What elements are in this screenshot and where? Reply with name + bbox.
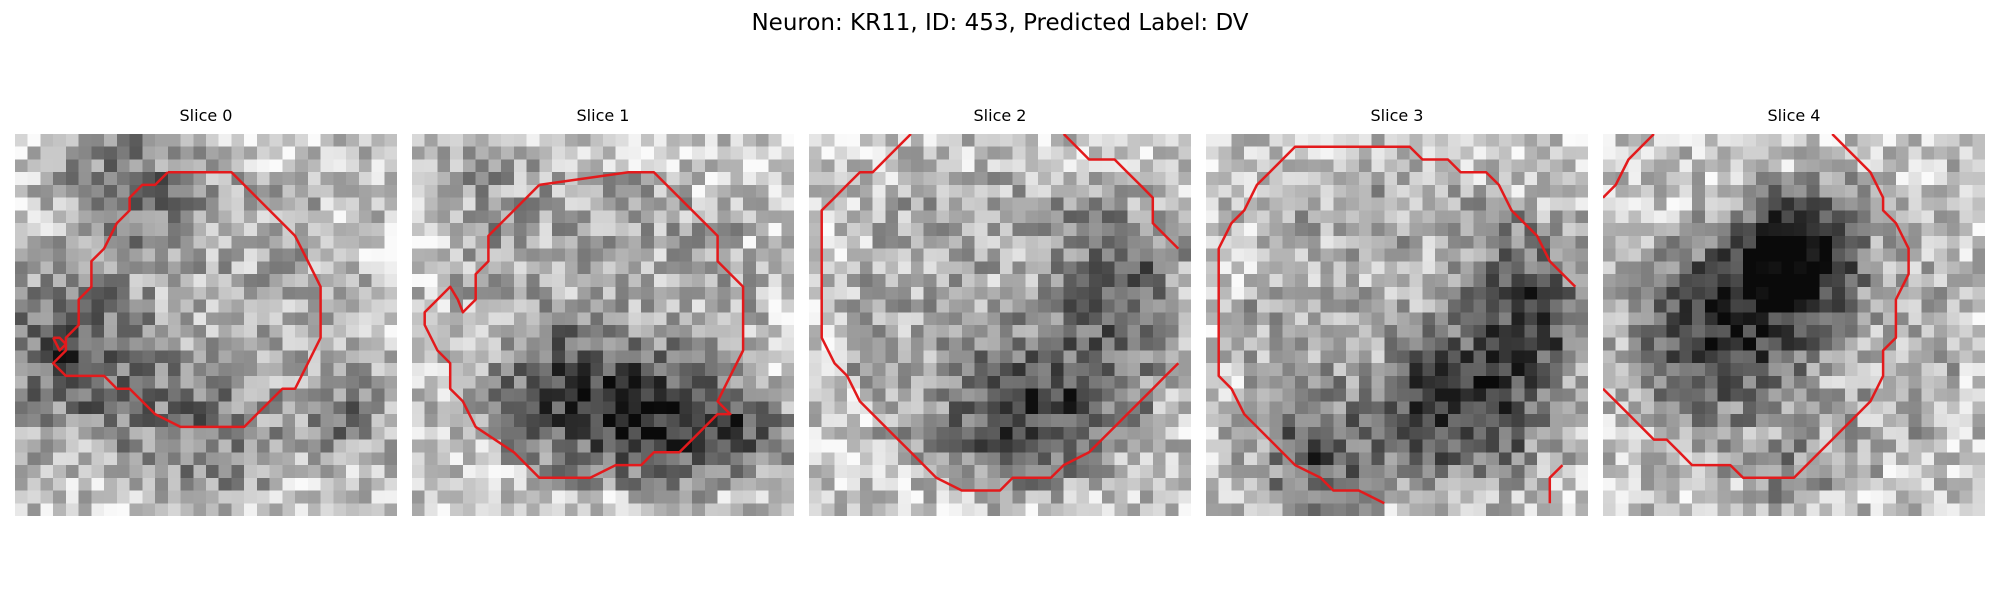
slice-title: Slice 4 bbox=[1767, 106, 1821, 125]
contour-line bbox=[1548, 464, 1564, 504]
grayscale-pixel-grid bbox=[1603, 134, 1985, 516]
slice-image bbox=[1206, 134, 1588, 516]
contour-line bbox=[1281, 145, 1577, 288]
contour-line bbox=[1062, 134, 1180, 250]
contour-line bbox=[820, 134, 1180, 492]
slice-title: Slice 3 bbox=[1370, 106, 1424, 125]
slice-title: Slice 0 bbox=[179, 106, 233, 125]
slice-title: Slice 1 bbox=[576, 106, 630, 125]
slice-image bbox=[1603, 134, 1985, 516]
slice-image bbox=[809, 134, 1191, 516]
grayscale-pixel-grid bbox=[15, 134, 397, 516]
grayscale-pixel-grid bbox=[412, 134, 794, 516]
grayscale-pixel-grid bbox=[809, 134, 1191, 516]
contour-line bbox=[52, 336, 68, 352]
contour-line bbox=[423, 170, 745, 480]
slice-image bbox=[15, 134, 397, 516]
figure-title: Neuron: KR11, ID: 453, Predicted Label: … bbox=[751, 10, 1249, 36]
slice-image bbox=[412, 134, 794, 516]
contour-line bbox=[1603, 134, 1910, 480]
grayscale-pixel-grid bbox=[1206, 134, 1588, 516]
slice-title: Slice 2 bbox=[973, 106, 1027, 125]
contour-line bbox=[1217, 158, 1385, 505]
contour-line bbox=[1603, 134, 1655, 199]
contour-line bbox=[51, 170, 322, 429]
